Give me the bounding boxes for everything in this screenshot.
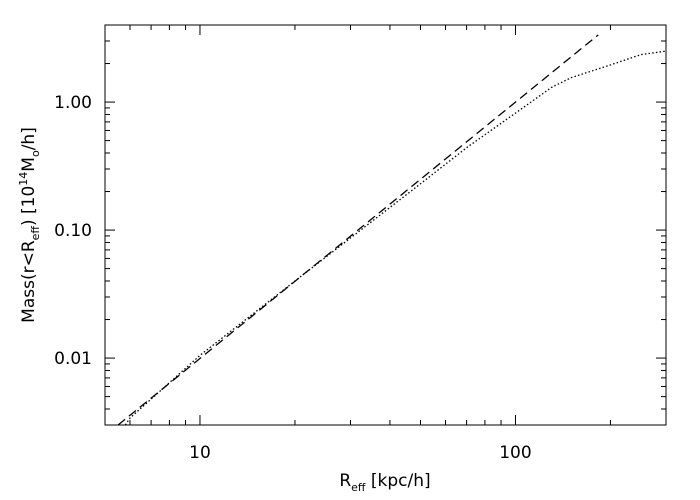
x-axis-label: Reff [kpc/h]	[339, 471, 430, 494]
y-tick-label: 0.01	[54, 349, 92, 369]
series-line	[117, 34, 599, 426]
y-label-sub: eff	[29, 226, 42, 241]
x-tick-label: 10	[189, 443, 211, 463]
x-label-sub: eff	[351, 481, 366, 494]
x-tick-label: 100	[499, 443, 531, 463]
y-tick-label: 0.10	[54, 221, 92, 241]
y-label-part: Mass(r<R	[19, 240, 39, 323]
x-label-part: [kpc/h]	[366, 471, 431, 491]
y-label-part: M	[19, 157, 39, 172]
plot-frame	[104, 24, 667, 426]
series-line	[124, 50, 667, 426]
y-label-sub: o	[29, 150, 42, 157]
y-tick-label: 1.00	[54, 93, 92, 113]
y-label-sup: 14	[17, 172, 30, 186]
y-label-part: /h]	[19, 127, 39, 150]
x-label-part: R	[339, 471, 351, 491]
y-label-part: ) [10	[19, 186, 39, 226]
y-axis-label: Mass(r<Reff) [1014Mo/h]	[17, 127, 42, 323]
